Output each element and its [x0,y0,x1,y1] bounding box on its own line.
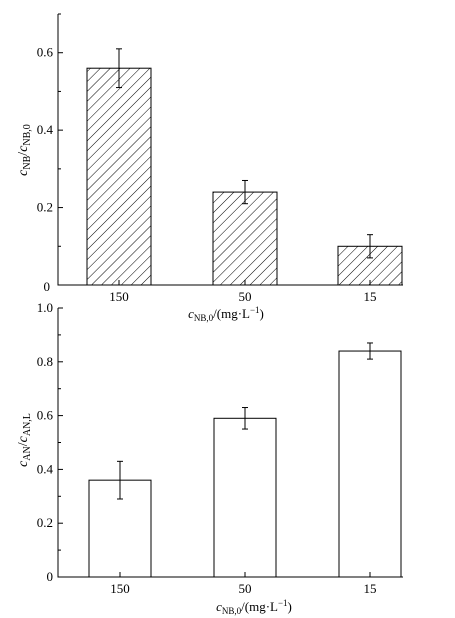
an-ratio-chart: 00.20.40.60.81.0 150 50 15 cAN/cAN,L cNB,0… [16,300,403,616]
nb-x-ticks: 150 50 15 [109,280,377,304]
an-error-bars [117,342,373,500]
nb-y-tick-label: 0.4 [37,122,54,137]
nb-y-ticks: 0.2 0.4 0.6 [37,13,63,247]
nb-error-bar-50 [242,179,248,205]
nb-x-axis-label: cNB,0/(mg·L−1) [188,305,264,323]
nb-xlabel-c: c [188,306,194,321]
an-xlabel-unit: /(mg·L [241,599,278,614]
an-y-axis-label: cAN/cAN,L [16,413,33,467]
an-xlabel-close: ) [288,599,292,614]
an-xlabel-c: c [216,599,222,614]
an-error-bar-150 [117,460,123,500]
nb-xlabel-close: ) [260,306,264,321]
an-ylabel-s1: AN [22,446,33,460]
an-x-tick-label-15: 15 [364,581,377,596]
nb-ylabel-c2: c [16,145,31,152]
nb-error-bar-150 [116,48,122,89]
nb-xlabel-exp: −1 [250,305,260,315]
an-y-tick-label: 0.8 [37,354,53,369]
an-y-tick-label: 0.4 [37,461,54,476]
nb-xlabel-unit: /(mg·L [213,306,250,321]
an-bar-15 [338,350,402,578]
nb-origin-label: 0 [44,279,51,294]
an-error-bar-15 [367,342,373,360]
nb-y-tick-label: 0.6 [37,45,54,60]
nb-bar-50 [212,191,278,286]
an-y-tick-label: 1.0 [37,300,53,315]
an-xlabel-exp: −1 [278,598,288,608]
an-bar-50 [213,417,277,578]
an-bars [88,350,402,578]
an-ylabel-c1: c [16,460,31,467]
an-x-tick-label-150: 150 [110,581,130,596]
nb-x-tick-label-15: 15 [364,289,377,304]
an-x-ticks: 150 50 15 [110,572,377,596]
nb-bar-150 [86,67,152,286]
nb-bars [86,67,403,286]
an-y-tick-label: 0 [47,569,54,584]
nb-x-tick-label-150: 150 [109,289,129,304]
nb-ylabel-s2: NB,0 [22,124,33,145]
an-ylabel-slash: / [16,442,31,446]
an-y-tick-label: 0.6 [37,408,54,423]
nb-y-tick-label: 0.2 [37,200,53,215]
an-y-ticks: 0 0.2 0.4 0.6 0.8 1.0 [37,300,63,584]
nb-x-tick-label-50: 50 [239,289,252,304]
nb-xlabel-s: NB,0 [194,313,214,323]
nb-error-bars [116,48,373,259]
an-xlabel-s: NB,0 [222,606,242,616]
nb-error-bar-15 [367,234,373,259]
an-error-bar-50 [242,407,248,430]
an-x-axis-label: cNB,0/(mg·L−1) [216,598,292,616]
nb-ylabel-s1: NB [22,155,33,169]
an-ylabel-c2: c [16,435,31,442]
an-x-tick-label-50: 50 [239,581,252,596]
nb-y-axis-label: cNB/cNB,0 [16,124,33,176]
nb-ylabel-slash: / [16,152,31,156]
an-y-tick-label: 0.2 [37,515,53,530]
nb-ratio-chart: 0.20.40.6 150 50 15 0 cNB/cNB,0 cNB,0/(mg·… [16,13,403,323]
nb-ylabel-c1: c [16,169,31,176]
an-ylabel-s2: AN,L [22,413,33,436]
nb-axis-frame [57,14,403,286]
